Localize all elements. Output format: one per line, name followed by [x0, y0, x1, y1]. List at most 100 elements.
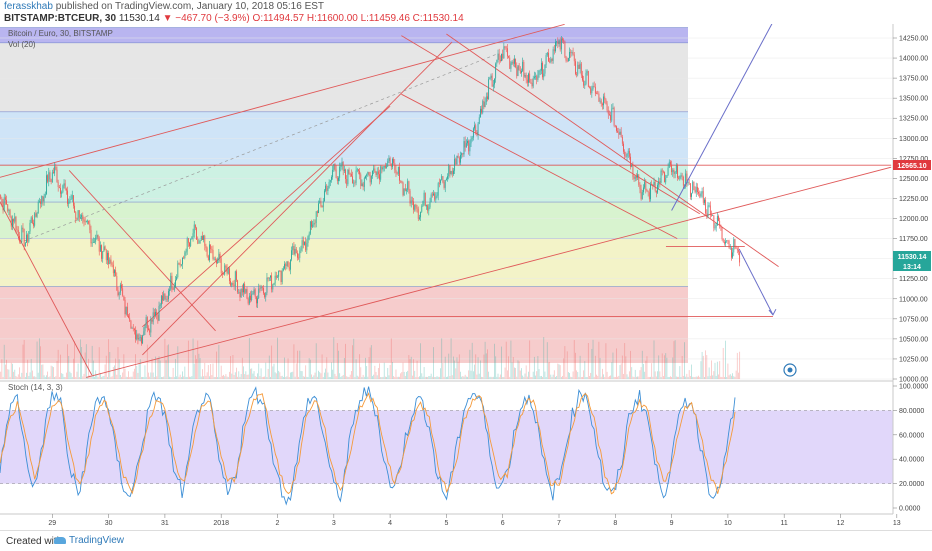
candle-body — [550, 58, 552, 62]
candle-body — [443, 182, 445, 188]
candle-body — [469, 143, 471, 152]
volume-bar — [464, 374, 466, 379]
candle-body — [565, 56, 567, 61]
volume-bar — [437, 376, 439, 379]
candle-body — [159, 304, 161, 306]
candle-body — [670, 161, 671, 165]
volume-bar — [70, 373, 72, 379]
volume-bar — [551, 376, 553, 379]
candle-body — [319, 200, 321, 204]
volume-bar — [728, 375, 730, 379]
volume-bar — [272, 366, 274, 379]
candle-body — [689, 183, 691, 197]
chart-area[interactable]: 10000.00 10250.00 10500.00 10750.00 11000.00… — [0, 24, 932, 530]
candle-body — [671, 164, 673, 173]
candle-body — [41, 196, 43, 204]
volume-bar — [597, 375, 599, 379]
volume-bar — [173, 376, 175, 379]
volume-bar — [637, 376, 638, 379]
volume-bar — [322, 376, 324, 379]
volume-bar — [560, 376, 562, 379]
candle-body — [613, 107, 615, 126]
volume-bar — [325, 368, 327, 379]
candle-body — [557, 41, 559, 44]
candle-body — [573, 54, 575, 62]
volume-bar — [614, 376, 616, 379]
volume-bar — [477, 357, 479, 379]
volume-bar — [725, 340, 726, 379]
tradingview-logo[interactable]: TradingView — [54, 535, 124, 546]
candle-body — [34, 213, 36, 226]
candle-body — [380, 166, 382, 180]
candle-body — [31, 217, 33, 223]
candle-body — [77, 210, 79, 220]
volume-bar — [722, 347, 724, 379]
candle-body — [512, 61, 514, 64]
candle-body — [728, 240, 730, 248]
volume-bar — [738, 372, 739, 379]
volume-bar — [686, 373, 688, 379]
volume-bar — [82, 376, 84, 379]
candle-body — [403, 188, 405, 196]
candle-body — [80, 217, 81, 219]
volume-bar — [202, 369, 203, 379]
candle-body — [603, 96, 604, 106]
candle-body — [135, 330, 136, 340]
candle-body — [509, 57, 511, 69]
volume-bar — [289, 372, 291, 379]
candle-body — [417, 208, 419, 219]
volume-bar — [275, 373, 277, 379]
volume-bar — [497, 373, 499, 379]
candle-body — [197, 239, 199, 244]
volume-bar — [360, 367, 362, 379]
candle-body — [54, 166, 56, 174]
candle-body — [99, 245, 101, 252]
stoch-tick-label: 100.0000 — [899, 384, 928, 391]
x-tick-label: 2 — [276, 520, 280, 527]
candle-body — [714, 227, 716, 229]
candle-body — [519, 70, 521, 73]
volume-bar — [469, 349, 471, 379]
volume-bar — [662, 376, 664, 379]
volume-bar — [210, 364, 212, 379]
volume-bar — [143, 376, 145, 379]
volume-bar — [524, 373, 526, 379]
volume-bar — [141, 376, 142, 379]
volume-bar — [232, 354, 234, 379]
candle-body — [16, 229, 18, 230]
y-tick-label: 13000.00 — [899, 136, 928, 143]
candle-body — [347, 169, 349, 185]
zone-band — [0, 27, 688, 43]
candle-body — [630, 156, 631, 167]
candle-body — [220, 258, 222, 274]
candle-body — [540, 62, 542, 71]
volume-bar — [592, 339, 594, 379]
candle-body — [497, 53, 499, 60]
candle-body — [149, 330, 151, 333]
volume-bar — [684, 342, 685, 379]
volume-bar — [736, 352, 738, 379]
candle-body — [78, 210, 80, 218]
volume-bar — [304, 376, 305, 379]
volume-bar — [182, 371, 183, 379]
arrow-head-icon — [768, 308, 777, 316]
candle-body — [55, 166, 57, 170]
volume-bar — [643, 363, 644, 379]
volume-bar — [653, 340, 655, 379]
candle-body — [244, 283, 246, 293]
volume-bar — [175, 358, 176, 379]
candle-body — [69, 199, 71, 203]
volume-bar — [532, 371, 534, 379]
author-link[interactable]: ferasskhab — [4, 1, 53, 12]
volume-pane-label: Vol (20) — [8, 40, 36, 49]
volume-bar — [309, 359, 311, 379]
volume-bar — [29, 372, 31, 379]
chart-svg[interactable]: 10000.00 10250.00 10500.00 10750.00 11000.00… — [0, 24, 932, 530]
volume-bar — [205, 375, 207, 379]
candle-body — [620, 131, 622, 137]
candle-body — [350, 173, 352, 177]
candle-body — [368, 172, 370, 175]
volume-bar — [149, 376, 151, 379]
candle-body — [49, 172, 51, 180]
x-tick-label: 3 — [332, 520, 336, 527]
